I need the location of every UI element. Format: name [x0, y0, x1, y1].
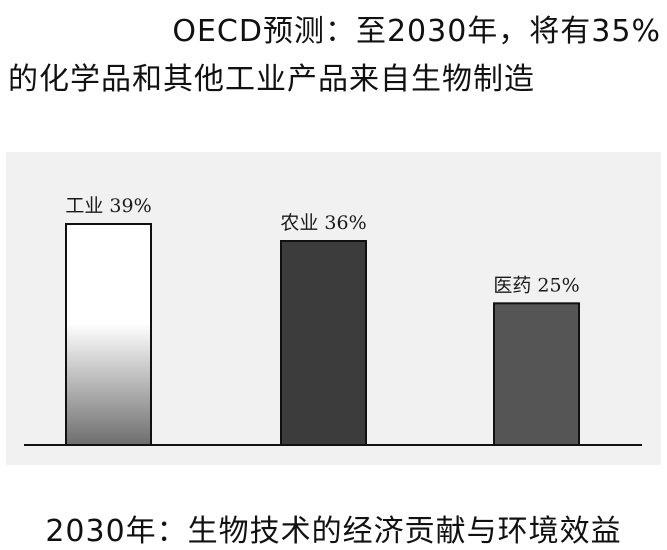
bar-label-2: 农业 36%	[280, 212, 366, 234]
bar-3	[493, 302, 580, 446]
bar-label-1: 工业 39%	[65, 195, 151, 217]
bar-2	[280, 240, 367, 446]
bar-1	[65, 223, 152, 446]
chart-panel: 工业 39% 农业 36% 医药 25%	[6, 152, 661, 465]
bar-label-3: 医药 25%	[493, 274, 579, 296]
title-line-2: 的化学品和其他工业产品来自生物制造	[8, 62, 535, 97]
title-line-1: OECD预测：至2030年，将有35%	[172, 14, 661, 49]
bar-chart: 工业 39% 农业 36% 医药 25%	[24, 195, 642, 446]
caption: 2030年：生物技术的经济贡献与环境效益	[45, 514, 622, 549]
